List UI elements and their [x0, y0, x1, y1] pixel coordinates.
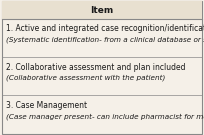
Text: (Systematic identification- from a clinical database or screened positiv: (Systematic identification- from a clini…	[6, 36, 204, 43]
Bar	[2, 1, 202, 19]
Text: (Case manager present- can include pharmacist for medication manag: (Case manager present- can include pharm…	[6, 113, 204, 120]
Text: 2. Collaborative assessment and plan included: 2. Collaborative assessment and plan inc…	[6, 63, 186, 72]
Text: 1. Active and integrated case recognition/identificationᵃ: 1. Active and integrated case recognitio…	[6, 24, 204, 33]
Text: Item: Item	[90, 6, 114, 15]
Text: 3. Case Management: 3. Case Management	[6, 101, 87, 110]
Text: (Collaborative assessment with the patient): (Collaborative assessment with the patie…	[6, 75, 165, 81]
